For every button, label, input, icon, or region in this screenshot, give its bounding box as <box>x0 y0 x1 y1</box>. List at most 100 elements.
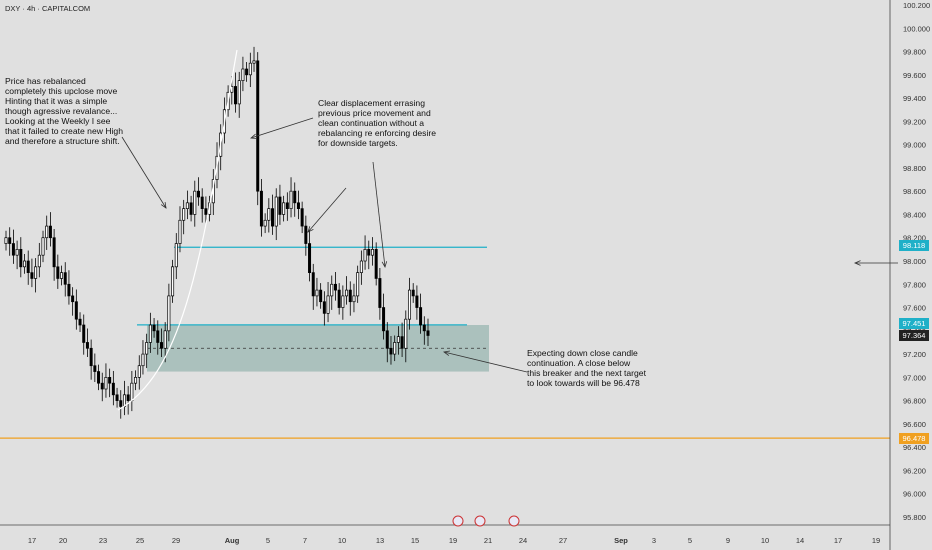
x-tick-label: 10 <box>761 536 769 545</box>
candle-down <box>308 243 312 273</box>
y-tick-label: 100.200 <box>903 1 930 10</box>
candle-down <box>30 272 34 279</box>
y-tick-label: 98.400 <box>903 210 926 219</box>
x-tick-label: 9 <box>726 536 730 545</box>
candle-up <box>178 219 182 244</box>
candle-down <box>419 307 423 326</box>
candle-up <box>185 202 189 209</box>
candle-up <box>370 249 374 256</box>
y-tick-label: 96.800 <box>903 397 926 406</box>
x-tick-label: 19 <box>872 536 880 545</box>
arrow-left-note-head <box>160 202 167 209</box>
candle-down <box>82 324 86 343</box>
y-tick-label: 99.200 <box>903 117 926 126</box>
annotation-middle: Clear displacement errasing previous pri… <box>318 98 436 148</box>
x-tick-label: 14 <box>796 536 804 545</box>
y-tick-label: 98.800 <box>903 164 926 173</box>
candle-down <box>200 196 204 209</box>
candle-up <box>34 266 38 279</box>
candle-down <box>52 237 56 268</box>
candle-up <box>274 196 278 227</box>
candle-down <box>300 208 304 227</box>
x-tick-label: 29 <box>172 536 180 545</box>
candle-up <box>252 60 256 64</box>
event-flag-icon <box>508 515 520 527</box>
candle-up <box>60 272 64 279</box>
price-tag-level-top: 98.118 <box>899 240 929 251</box>
candle-down <box>115 394 119 401</box>
candle-down <box>152 324 156 332</box>
x-tick-label: 27 <box>559 536 567 545</box>
candle-down <box>11 243 15 256</box>
candle-up <box>263 219 267 227</box>
candle-down <box>78 318 82 326</box>
candle-down <box>296 202 300 209</box>
candle-up <box>145 342 149 355</box>
y-tick-label: 99.400 <box>903 94 926 103</box>
candle-up <box>15 249 19 256</box>
candle-down <box>426 330 430 336</box>
candle-up <box>41 237 45 256</box>
x-tick-label: 25 <box>136 536 144 545</box>
candle-up <box>45 225 49 239</box>
x-tick-label: 5 <box>266 536 270 545</box>
candle-down <box>319 289 323 303</box>
x-tick-label: 17 <box>28 536 36 545</box>
candle-down <box>19 249 23 268</box>
candle-down <box>204 208 208 215</box>
x-tick-label: 17 <box>834 536 842 545</box>
candle-up <box>137 365 141 378</box>
annotation-right: Expecting down close candle continuation… <box>527 348 646 388</box>
candle-down <box>256 60 260 192</box>
candle-up <box>237 80 241 105</box>
x-tick-label: 15 <box>411 536 419 545</box>
candle-down <box>411 289 415 297</box>
candle-up <box>167 295 171 332</box>
arrow-breaker-head <box>443 350 450 356</box>
candle-down <box>293 190 297 204</box>
candle-up <box>330 283 334 297</box>
candle-down <box>385 330 389 349</box>
candle-up <box>404 318 408 349</box>
event-flag-icon <box>474 515 486 527</box>
candle-down <box>389 347 393 355</box>
y-tick-label: 99.600 <box>903 71 926 80</box>
candle-up <box>282 202 286 215</box>
candle-down <box>74 301 78 320</box>
x-tick-label: 7 <box>303 536 307 545</box>
candle-down <box>333 283 337 291</box>
y-tick-label: 98.600 <box>903 187 926 196</box>
arrow-price-marker-head <box>853 260 861 266</box>
y-tick-label: 99.000 <box>903 141 926 150</box>
candle-up <box>363 249 367 262</box>
candle-down <box>278 196 282 215</box>
x-tick-label: 19 <box>449 536 457 545</box>
arrow-displacement-head <box>250 133 258 139</box>
candle-down <box>100 382 104 390</box>
candle-up <box>104 377 108 390</box>
x-tick-label: 10 <box>338 536 346 545</box>
y-tick-label: 97.600 <box>903 304 926 313</box>
candle-up <box>134 377 138 384</box>
y-tick-label: 96.400 <box>903 443 926 452</box>
candle-down <box>126 394 130 401</box>
candle-down <box>196 190 200 198</box>
candle-down <box>159 342 163 349</box>
candle-down <box>67 283 71 297</box>
symbol-label: DXY · 4h · CAPITALCOM <box>5 4 91 13</box>
candle-down <box>89 347 93 367</box>
candle-up <box>141 353 145 367</box>
candle-up <box>241 68 245 81</box>
candle-up <box>393 342 397 355</box>
candle-up <box>23 260 27 268</box>
candle-down <box>56 266 60 279</box>
x-tick-label: Sep <box>614 536 628 545</box>
arrow-displacement <box>250 117 314 139</box>
candle-up <box>396 336 400 343</box>
candle-down <box>422 324 426 332</box>
candle-up <box>356 272 360 297</box>
candle-up <box>289 190 293 209</box>
candle-down <box>311 272 315 297</box>
x-tick-label: 21 <box>484 536 492 545</box>
